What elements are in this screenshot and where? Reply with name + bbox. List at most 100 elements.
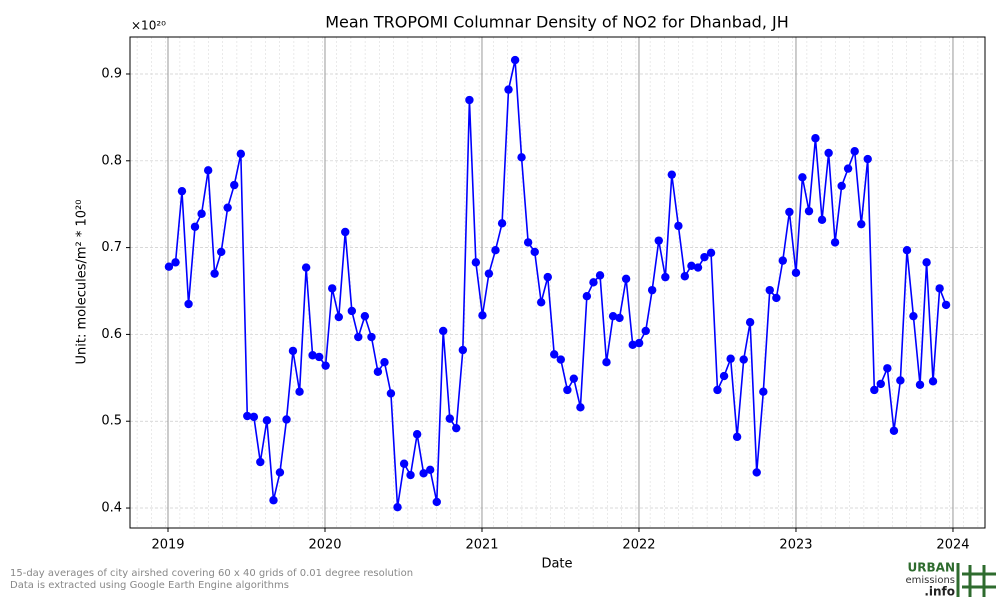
- data-point: [530, 247, 539, 257]
- data-point: [772, 293, 781, 303]
- data-point: [589, 278, 598, 287]
- data-point: [439, 326, 448, 336]
- data-point: [654, 236, 663, 245]
- data-point: [523, 238, 533, 247]
- x-tick-label: 2021: [465, 538, 498, 553]
- data-point: [667, 170, 676, 179]
- data-point: [223, 203, 232, 212]
- data-point: [275, 468, 285, 477]
- data-point: [608, 311, 618, 321]
- data-point: [843, 164, 853, 173]
- data-point: [785, 207, 794, 217]
- data-point: [393, 502, 402, 512]
- logo-text: URBAN: [908, 561, 955, 575]
- y-tick-label: 0.5: [101, 414, 122, 429]
- data-point: [184, 299, 193, 309]
- data-point: [752, 468, 761, 477]
- data-point: [778, 256, 787, 265]
- data-point: [680, 272, 690, 281]
- data-point: [863, 154, 872, 164]
- x-tick-label: 2023: [779, 538, 812, 553]
- data-point: [360, 311, 370, 321]
- data-point: [484, 269, 494, 278]
- data-point: [693, 263, 703, 272]
- data-point: [857, 219, 866, 229]
- data-point: [935, 284, 944, 293]
- data-point: [759, 387, 768, 396]
- data-point: [745, 318, 755, 327]
- y-tick-label: 0.7: [101, 240, 122, 255]
- data-point: [687, 261, 696, 271]
- data-point: [883, 364, 892, 373]
- data-point: [406, 470, 415, 480]
- data-point: [419, 469, 428, 478]
- data-point: [517, 153, 526, 162]
- data-point: [876, 379, 885, 389]
- logo-text: emissions: [905, 575, 955, 586]
- data-line: [168, 59, 947, 508]
- data-point: [301, 263, 311, 272]
- data-point: [602, 357, 611, 367]
- data-point: [197, 209, 206, 218]
- data-point: [569, 374, 579, 383]
- data-point: [915, 380, 925, 389]
- x-tick-label: 2022: [622, 538, 655, 553]
- data-point: [706, 248, 716, 258]
- data-point: [837, 181, 846, 191]
- data-point: [328, 284, 337, 293]
- x-tick-label: 2019: [151, 538, 184, 553]
- data-point: [308, 351, 317, 360]
- data-point: [203, 166, 213, 175]
- data-point: [941, 300, 951, 310]
- data-point: [367, 332, 376, 342]
- data-point: [700, 252, 709, 262]
- data-point: [295, 387, 304, 396]
- data-point: [661, 272, 670, 282]
- data-point: [504, 85, 513, 94]
- data-point: [282, 415, 291, 424]
- data-point: [386, 389, 396, 398]
- data-point: [582, 292, 592, 301]
- data-point: [432, 497, 441, 507]
- x-tick-label: 2024: [936, 538, 969, 553]
- x-axis-label: Date: [541, 557, 572, 572]
- data-point: [576, 403, 585, 412]
- y-axis-label: Unit: molecules/m² * 10²⁰: [75, 200, 90, 365]
- data-point: [445, 414, 455, 423]
- data-point: [765, 285, 774, 295]
- data-point: [334, 312, 344, 322]
- data-point: [471, 258, 481, 267]
- data-point: [726, 354, 735, 363]
- data-point: [909, 311, 918, 321]
- data-point: [556, 355, 565, 364]
- footnote: 15-day averages of city airshed covering…: [10, 568, 413, 579]
- data-point: [217, 247, 226, 257]
- data-point: [641, 326, 650, 336]
- data-point: [510, 55, 520, 65]
- data-point: [458, 345, 468, 355]
- data-point: [354, 332, 363, 342]
- data-point: [236, 149, 246, 159]
- data-point: [647, 285, 657, 295]
- logo-icon: [956, 563, 996, 597]
- data-point: [543, 272, 552, 282]
- data-point: [380, 357, 389, 367]
- footnote: Data is extracted using Google Earth Eng…: [10, 580, 289, 591]
- logo-text: .info: [924, 585, 955, 599]
- data-point: [321, 361, 330, 370]
- data-point: [373, 367, 383, 376]
- data-point: [804, 206, 814, 216]
- data-point: [830, 238, 840, 247]
- data-point: [230, 180, 239, 190]
- chart-title: Mean TROPOMI Columnar Density of NO2 for…: [325, 13, 789, 32]
- data-point: [732, 432, 742, 442]
- data-point: [210, 269, 219, 278]
- data-point: [850, 147, 859, 156]
- y-tick-label: 0.4: [101, 501, 122, 516]
- data-point: [452, 423, 461, 433]
- data-point: [628, 340, 637, 350]
- data-point: [713, 385, 722, 395]
- data-point: [928, 377, 938, 386]
- data-point: [465, 95, 474, 105]
- data-point: [341, 227, 350, 237]
